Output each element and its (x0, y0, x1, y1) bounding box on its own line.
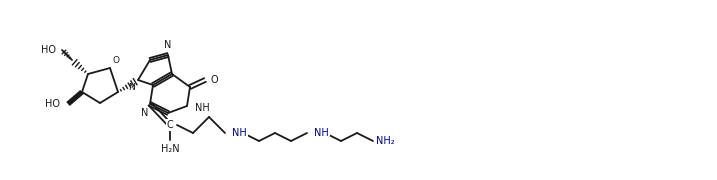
Text: N: N (141, 108, 148, 118)
Text: C: C (166, 120, 174, 130)
Text: NH: NH (314, 128, 329, 138)
Text: NH: NH (232, 128, 247, 138)
Text: O: O (210, 75, 218, 85)
Text: N: N (128, 83, 135, 92)
Text: NH: NH (195, 103, 210, 113)
Text: H₂N: H₂N (161, 144, 179, 154)
Text: NH₂: NH₂ (376, 136, 394, 146)
Text: O: O (112, 56, 119, 65)
Text: HO: HO (41, 45, 56, 55)
Text: N: N (164, 40, 171, 50)
Text: HO: HO (45, 99, 60, 109)
